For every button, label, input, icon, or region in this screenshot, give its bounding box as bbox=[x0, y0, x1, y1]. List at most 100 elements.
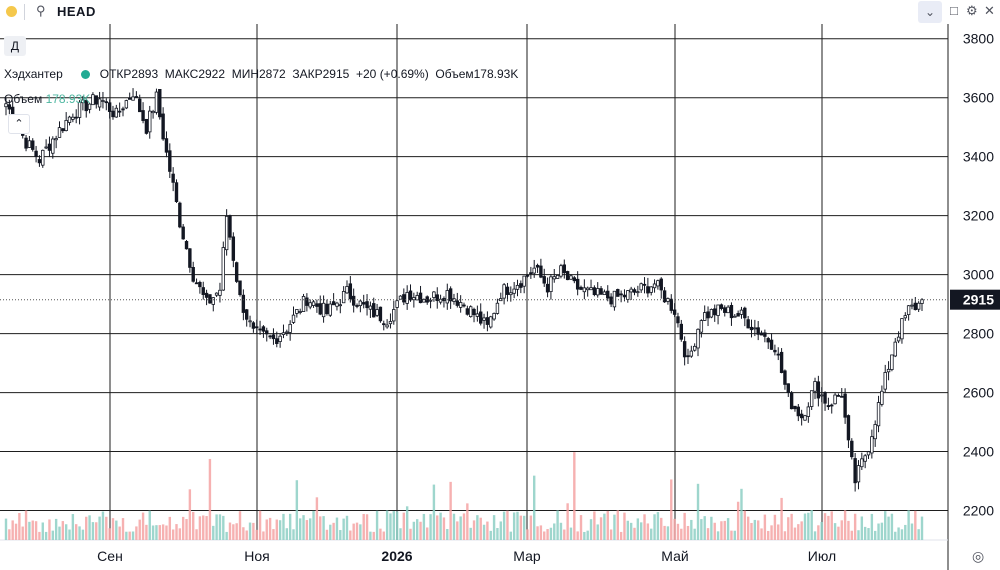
volume-bar bbox=[4, 518, 8, 540]
candle-body bbox=[318, 303, 322, 315]
volume-bar bbox=[639, 522, 643, 540]
volume-bar bbox=[817, 525, 820, 540]
volume-bar bbox=[556, 510, 559, 540]
volume-bar bbox=[623, 512, 626, 540]
volume-bar bbox=[24, 510, 28, 540]
candle-body bbox=[813, 381, 817, 392]
price-tick-label: 2600 bbox=[963, 385, 994, 401]
volume-bar bbox=[278, 520, 282, 540]
candle-body bbox=[626, 290, 630, 300]
volume-bar bbox=[820, 521, 823, 540]
candle-body bbox=[154, 91, 159, 113]
volume-bar bbox=[349, 530, 352, 540]
candle-body bbox=[395, 300, 399, 308]
candle-body bbox=[619, 293, 623, 296]
candle-body bbox=[846, 415, 851, 441]
volume-bar bbox=[486, 521, 489, 540]
candle-body bbox=[505, 286, 510, 295]
volume-bar bbox=[382, 531, 385, 540]
candle-body bbox=[455, 300, 460, 306]
volume-bar bbox=[339, 530, 342, 540]
volume-bar bbox=[429, 514, 432, 540]
volume-bar bbox=[54, 518, 58, 540]
candle-body bbox=[900, 318, 904, 340]
volume-bar bbox=[28, 521, 31, 540]
chevron-down-icon[interactable]: ⌄ bbox=[918, 1, 942, 23]
candle-body bbox=[866, 451, 871, 456]
volume-bar bbox=[141, 512, 145, 540]
collapse-legend-button[interactable]: ⌃ bbox=[8, 114, 30, 134]
volume-bar bbox=[145, 524, 148, 540]
volume-bar bbox=[482, 524, 486, 540]
candle-body bbox=[836, 395, 841, 397]
candle-body bbox=[616, 289, 620, 297]
candle-body bbox=[599, 288, 603, 295]
candle-body bbox=[44, 146, 48, 149]
volume-bar bbox=[345, 515, 349, 540]
volume-bar bbox=[773, 514, 777, 540]
volume-bar bbox=[499, 521, 502, 540]
volume-bar bbox=[690, 519, 693, 540]
volume-bar bbox=[95, 522, 98, 540]
volume-label: Объем bbox=[435, 67, 474, 81]
volume-bar bbox=[716, 531, 720, 540]
candle-body bbox=[659, 278, 663, 291]
candle-body bbox=[662, 290, 667, 303]
square-icon[interactable]: □ bbox=[950, 3, 958, 18]
volume-bar bbox=[767, 530, 770, 540]
candle-body bbox=[729, 305, 734, 319]
volume-bar bbox=[512, 512, 516, 540]
search-icon[interactable]: ⚲ bbox=[36, 3, 46, 18]
candle-body bbox=[509, 292, 513, 296]
volume-bar bbox=[884, 511, 887, 540]
candle-body bbox=[114, 107, 119, 118]
volume-bar bbox=[756, 520, 760, 540]
candle-body bbox=[365, 301, 369, 309]
candle-body bbox=[57, 127, 62, 138]
timeframe-button[interactable]: Д bbox=[4, 36, 26, 56]
candle-body bbox=[776, 353, 780, 356]
volume-bar bbox=[616, 510, 619, 540]
volume-bar bbox=[128, 531, 131, 540]
symbol-search-input[interactable]: HEAD bbox=[57, 4, 96, 19]
candle-body bbox=[903, 315, 907, 319]
volume-bar bbox=[365, 514, 369, 540]
volume-bar bbox=[64, 524, 68, 540]
volume-bar bbox=[713, 522, 716, 540]
candle-body bbox=[793, 405, 797, 410]
volume-bar bbox=[596, 524, 599, 540]
candle-body bbox=[47, 143, 52, 151]
volume-bar bbox=[492, 515, 496, 540]
candle-body bbox=[64, 120, 68, 132]
candle-body bbox=[158, 88, 162, 118]
candle-body bbox=[743, 307, 747, 319]
volume-bar bbox=[900, 529, 904, 540]
candle-body bbox=[231, 236, 236, 261]
candle-body bbox=[575, 278, 580, 290]
volume-bar bbox=[559, 522, 563, 540]
candle-body bbox=[151, 110, 155, 114]
volume-bar bbox=[914, 510, 917, 540]
volume-bar bbox=[750, 522, 753, 540]
candle-body bbox=[652, 283, 657, 289]
candle-body bbox=[475, 313, 480, 317]
candle-body bbox=[482, 317, 486, 321]
close-icon[interactable]: ✕ bbox=[984, 3, 995, 18]
candle-body bbox=[485, 317, 490, 325]
candle-body bbox=[612, 290, 617, 308]
candle-body bbox=[796, 406, 801, 417]
volume-bar bbox=[579, 515, 583, 540]
candle-body bbox=[261, 326, 266, 332]
candlestick-chart[interactable]: 3800 3600 3400 3200 3000 2800 2600 2400 2200 Сен Н… bbox=[0, 24, 1000, 570]
candle-body bbox=[860, 458, 864, 468]
volume-bar bbox=[726, 518, 730, 540]
gear-icon[interactable]: ⚙ bbox=[966, 3, 978, 18]
volume-bar bbox=[880, 522, 884, 540]
candle-body bbox=[355, 305, 359, 307]
candle-body bbox=[582, 287, 587, 293]
volume-bar bbox=[452, 513, 456, 540]
chart-settings-icon[interactable]: ◎ bbox=[972, 548, 985, 564]
candle-body bbox=[41, 149, 45, 166]
volume-bar bbox=[71, 514, 75, 540]
volume-bar bbox=[11, 520, 14, 540]
